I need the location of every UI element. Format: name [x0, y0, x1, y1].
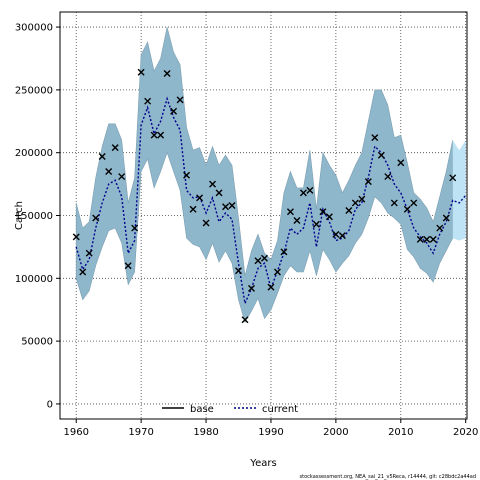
observed-catch-point	[79, 268, 87, 276]
x-tick-label: 1980	[193, 427, 218, 438]
observed-catch-point	[202, 219, 210, 227]
observed-catch-point	[72, 233, 80, 241]
observed-catch-point	[390, 199, 398, 207]
x-tick-label: 2000	[323, 427, 348, 438]
ci-band-forecast	[452, 140, 466, 241]
observed-catch-point	[364, 178, 372, 186]
observed-catch-point	[215, 189, 223, 197]
observed-catch-point	[345, 206, 353, 214]
observed-catch-point	[416, 235, 424, 243]
confidence-band	[75, 27, 466, 324]
observed-catch-point	[312, 220, 320, 228]
observed-catch-point	[319, 208, 327, 216]
observed-catch-point	[299, 189, 307, 197]
observed-catch-point	[105, 168, 113, 176]
observed-catch-point	[131, 224, 139, 232]
y-tick-label: 50000	[21, 337, 53, 348]
x-tick-label: 2010	[388, 427, 413, 438]
x-tick-label: 1990	[258, 427, 283, 438]
observed-catch-point	[423, 235, 431, 243]
x-tick-label: 2020	[453, 427, 478, 438]
legend-base-label: base	[190, 404, 214, 415]
current-estimate-line	[75, 96, 467, 306]
observed-catch-point	[280, 248, 288, 256]
y-axis-label: Catch	[14, 201, 25, 230]
observed-catch-point	[436, 224, 444, 232]
observed-catch-point	[247, 284, 255, 292]
observed-catch-point	[306, 186, 314, 194]
observed-catch-point	[325, 213, 333, 221]
observed-catch-point	[170, 107, 178, 115]
observed-catch-point	[351, 199, 359, 207]
observed-catch-point	[442, 214, 450, 222]
observed-catch-point	[163, 70, 171, 78]
legend: base current	[162, 404, 298, 415]
observed-catch-point	[196, 194, 204, 202]
y-tick-label: 100000	[15, 274, 53, 285]
x-tick-label: 1960	[64, 427, 89, 438]
observed-catch-point	[137, 68, 145, 76]
legend-current-label: current	[262, 404, 298, 415]
observed-catch-point	[397, 159, 405, 167]
observed-catch-point	[176, 96, 184, 104]
observed-catch-point	[150, 131, 158, 139]
observed-catch-point	[254, 257, 262, 265]
observed-catch-point	[124, 262, 132, 270]
observed-catch-point	[429, 235, 437, 243]
observed-catch-point	[228, 201, 236, 209]
observed-catch-point	[92, 214, 100, 222]
observed-catch-point	[157, 131, 165, 139]
observed-catch-point	[286, 208, 294, 216]
observed-catch-point	[332, 230, 340, 238]
observed-catch-point	[111, 144, 119, 152]
observed-catch-point	[189, 205, 197, 213]
observed-catch-point	[338, 232, 346, 240]
observed-catch-point	[241, 316, 249, 324]
footer-credit: stockassessment.org, NEA_sai_21_v5Reca, …	[300, 474, 476, 480]
y-tick-label: 300000	[15, 23, 53, 34]
observed-catch-point	[293, 217, 301, 225]
observed-catch-point	[384, 173, 392, 181]
observed-catch-point	[410, 199, 418, 207]
observed-catch-point	[85, 249, 93, 257]
observed-catch-point	[267, 283, 275, 291]
y-tick-label: 0	[47, 399, 53, 410]
observed-catch-point	[183, 171, 191, 179]
y-tick-label: 200000	[15, 148, 53, 159]
observed-catch-point	[209, 180, 217, 188]
observed-catch-point	[358, 195, 366, 203]
observed-catch-point	[144, 97, 152, 105]
estimate-line	[75, 96, 467, 306]
observed-catch-point	[98, 152, 106, 160]
observed-catch-point	[377, 151, 385, 159]
y-tick-label: 150000	[15, 211, 53, 222]
axis-ticks: 1960 1970 1980 1990 2000 2010 2020 0 50000 100000…	[15, 23, 479, 438]
x-tick-label: 1970	[128, 427, 153, 438]
observed-catch-point	[371, 134, 379, 142]
x-axis-label: Years	[249, 458, 276, 469]
observed-catch-point	[403, 205, 411, 213]
observed-catch-point	[222, 203, 230, 211]
observed-catch-point	[260, 254, 268, 262]
y-tick-label: 250000	[15, 85, 53, 96]
observed-catch-point	[235, 267, 243, 275]
observed-catch-point	[118, 173, 126, 181]
observed-points	[72, 68, 457, 324]
observed-catch-point	[449, 174, 457, 182]
observed-catch-point	[273, 268, 281, 276]
